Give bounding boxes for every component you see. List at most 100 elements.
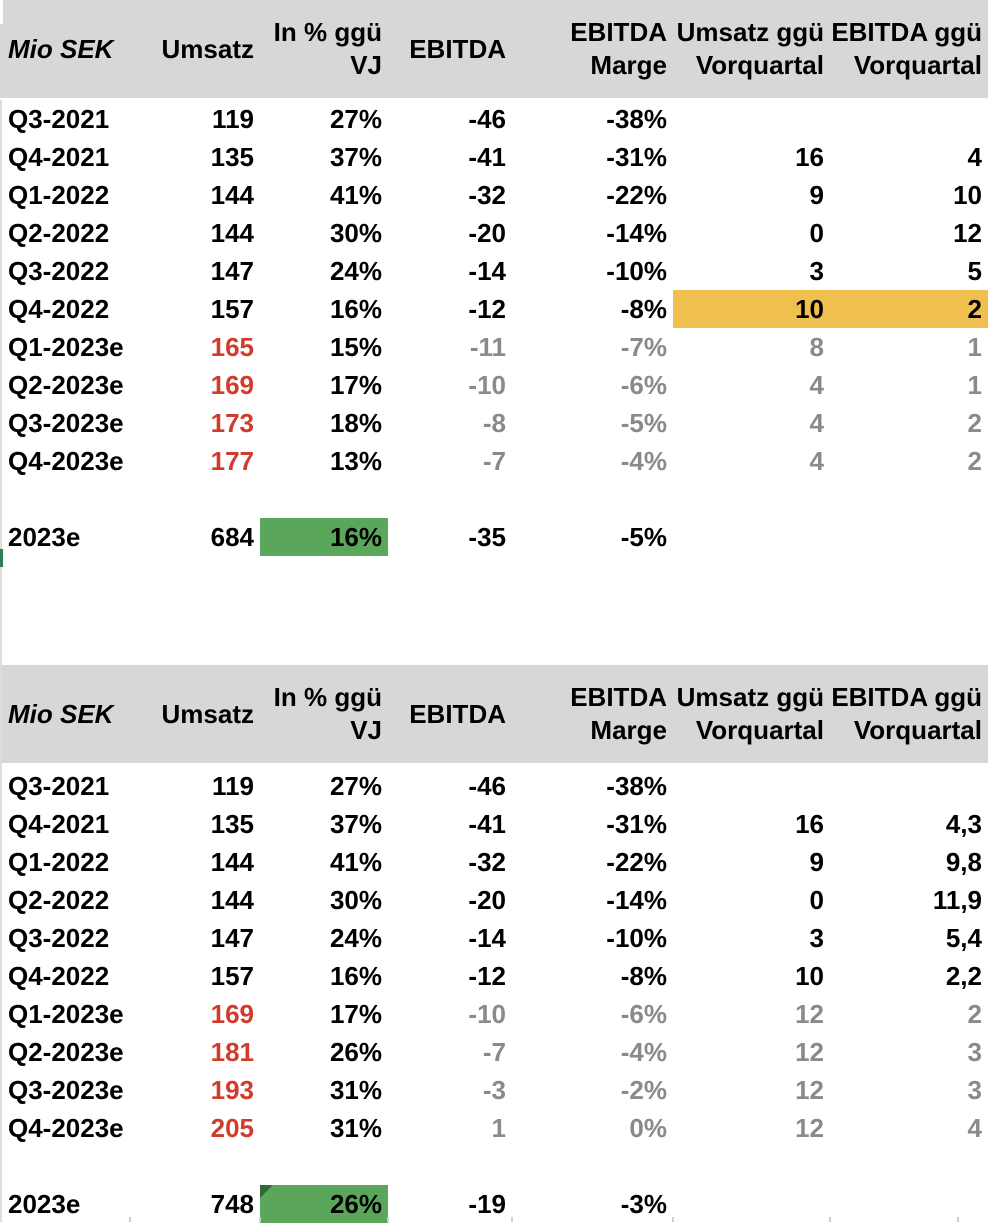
cell-q4-2021-period[interactable]: Q4-2021 xyxy=(8,142,110,172)
cell-q4-2021-pct_vj[interactable]: 37% xyxy=(329,809,382,839)
cell-q1-2023e-umsatz[interactable]: 169 xyxy=(210,999,254,1029)
cell-q2-2022-period[interactable]: Q2-2022 xyxy=(8,218,110,248)
cell-q4-2021-period[interactable]: Q4-2021 xyxy=(8,809,110,839)
column-header-umsatz[interactable]: Umsatz xyxy=(161,698,254,729)
cell-q2-2023e-ebitda_vq[interactable]: 1 xyxy=(967,370,982,400)
cell-q4-2023e-ebitda[interactable]: -7 xyxy=(482,446,506,476)
cell-total-2023e-umsatz_vq[interactable] xyxy=(673,518,830,556)
cell-q4-2023e-period[interactable]: Q4-2023e xyxy=(8,1113,124,1143)
cell-q3-2022-ebitda[interactable]: -14 xyxy=(468,923,506,953)
cell-q2-2022-umsatz_vq[interactable]: 0 xyxy=(809,885,824,915)
cell-q2-2023e-period[interactable]: Q2-2023e xyxy=(8,370,124,400)
cell-q3-2021-pct_vj[interactable]: 27% xyxy=(329,104,382,134)
cell-q4-2022-ebitda[interactable]: -12 xyxy=(468,961,506,991)
cell-q3-2021-ebitda[interactable]: -46 xyxy=(468,104,506,134)
cell-q4-2023e-umsatz[interactable]: 177 xyxy=(210,446,254,476)
cell-total-2023e-ebitda[interactable]: -35 xyxy=(468,522,506,552)
column-header-ebitda_marge[interactable]: EBITDA Marge xyxy=(570,682,667,745)
cell-total-2023e-ebitda_vq[interactable] xyxy=(830,518,988,556)
cell-q1-2022-pct_vj[interactable]: 41% xyxy=(329,847,382,877)
cell-q2-2023e-ebitda_marge[interactable]: -4% xyxy=(620,1037,667,1067)
cell-q2-2022-ebitda[interactable]: -20 xyxy=(468,218,506,248)
cell-q2-2022-umsatz[interactable]: 144 xyxy=(210,218,254,248)
cell-q4-2023e-pct_vj[interactable]: 13% xyxy=(329,446,382,476)
cell-q3-2022-period[interactable]: Q3-2022 xyxy=(8,256,110,286)
cell-q4-2023e-umsatz_vq[interactable]: 4 xyxy=(809,446,824,476)
cell-q3-2023e-ebitda_vq[interactable]: 2 xyxy=(967,408,982,438)
cell-q4-2021-umsatz[interactable]: 135 xyxy=(210,142,254,172)
cell-q3-2022-umsatz_vq[interactable]: 3 xyxy=(809,256,824,286)
cell-q4-2021-ebitda_marge[interactable]: -31% xyxy=(606,809,667,839)
cell-q2-2022-umsatz_vq[interactable]: 0 xyxy=(809,218,824,248)
cell-q4-2022-umsatz[interactable]: 157 xyxy=(210,961,254,991)
cell-q1-2022-umsatz[interactable]: 144 xyxy=(210,180,254,210)
cell-q1-2023e-ebitda_marge[interactable]: -7% xyxy=(620,332,667,362)
cell-q4-2023e-ebitda[interactable]: 1 xyxy=(491,1113,506,1143)
cell-q2-2023e-ebitda_marge[interactable]: -6% xyxy=(620,370,667,400)
cell-q1-2023e-ebitda[interactable]: -10 xyxy=(468,999,506,1029)
cell-q1-2022-ebitda[interactable]: -32 xyxy=(468,180,506,210)
cell-q2-2022-pct_vj[interactable]: 30% xyxy=(329,218,382,248)
cell-q2-2023e-umsatz_vq[interactable]: 4 xyxy=(809,370,824,400)
cell-q4-2021-ebitda_marge[interactable]: -31% xyxy=(606,142,667,172)
cell-q4-2023e-umsatz[interactable]: 205 xyxy=(210,1113,254,1143)
cell-q2-2022-pct_vj[interactable]: 30% xyxy=(329,885,382,915)
cell-q3-2023e-umsatz_vq[interactable]: 12 xyxy=(795,1075,824,1105)
cell-q2-2023e-pct_vj[interactable]: 17% xyxy=(329,370,382,400)
cell-total-2023e-umsatz_vq[interactable] xyxy=(673,1185,830,1223)
cell-q4-2023e-ebitda_vq[interactable]: 4 xyxy=(967,1113,982,1143)
cell-q3-2021-ebitda_vq[interactable] xyxy=(830,767,988,805)
cell-q2-2023e-umsatz[interactable]: 181 xyxy=(210,1037,254,1067)
cell-total-2023e-period[interactable]: 2023e xyxy=(8,522,81,552)
cell-q2-2022-ebitda_vq[interactable]: 11,9 xyxy=(932,885,982,915)
cell-q2-2023e-pct_vj[interactable]: 26% xyxy=(329,1037,382,1067)
cell-total-2023e-ebitda[interactable]: -19 xyxy=(468,1189,506,1219)
cell-q4-2022-umsatz[interactable]: 157 xyxy=(210,294,254,324)
cell-q1-2022-umsatz_vq[interactable]: 9 xyxy=(809,847,824,877)
cell-q1-2022-ebitda_marge[interactable]: -22% xyxy=(606,847,667,877)
cell-q2-2023e-umsatz[interactable]: 169 xyxy=(210,370,254,400)
cell-q3-2023e-ebitda[interactable]: -3 xyxy=(482,1075,506,1105)
column-header-umsatz[interactable]: Umsatz xyxy=(161,33,254,64)
column-header-ebitda[interactable]: EBITDA xyxy=(409,33,506,64)
cell-q3-2023e-umsatz_vq[interactable]: 4 xyxy=(809,408,824,438)
cell-total-2023e-pct_vj[interactable]: 26% xyxy=(260,1185,388,1223)
cell-q2-2022-ebitda_marge[interactable]: -14% xyxy=(606,218,667,248)
cell-q3-2023e-umsatz[interactable]: 193 xyxy=(210,1075,254,1105)
cell-q3-2021-pct_vj[interactable]: 27% xyxy=(329,771,382,801)
column-header-ebitda_vq[interactable]: EBITDA ggü Vorquartal xyxy=(831,17,982,80)
cell-q4-2021-umsatz_vq[interactable]: 16 xyxy=(795,142,824,172)
cell-q2-2022-ebitda_marge[interactable]: -14% xyxy=(606,885,667,915)
cell-q4-2023e-pct_vj[interactable]: 31% xyxy=(329,1113,382,1143)
cell-q3-2022-umsatz[interactable]: 147 xyxy=(210,923,254,953)
cell-q3-2021-umsatz[interactable]: 119 xyxy=(212,104,254,134)
cell-q3-2022-umsatz[interactable]: 147 xyxy=(210,256,254,286)
column-header-ebitda_vq[interactable]: EBITDA ggü Vorquartal xyxy=(831,682,982,745)
cell-q2-2023e-ebitda_vq[interactable]: 3 xyxy=(967,1037,982,1067)
cell-q3-2023e-pct_vj[interactable]: 31% xyxy=(329,1075,382,1105)
cell-q1-2022-ebitda_vq[interactable]: 10 xyxy=(953,180,982,210)
cell-q3-2023e-ebitda[interactable]: -8 xyxy=(482,408,506,438)
column-header-ebitda[interactable]: EBITDA xyxy=(409,698,506,729)
cell-q1-2023e-pct_vj[interactable]: 15% xyxy=(329,332,382,362)
cell-q3-2023e-period[interactable]: Q3-2023e xyxy=(8,1075,124,1105)
cell-q2-2022-period[interactable]: Q2-2022 xyxy=(8,885,110,915)
cell-total-2023e-period[interactable]: 2023e xyxy=(8,1189,81,1219)
cell-q1-2023e-ebitda_vq[interactable]: 2 xyxy=(967,999,982,1029)
cell-q1-2023e-period[interactable]: Q1-2023e xyxy=(8,999,124,1029)
cell-q3-2023e-ebitda_vq[interactable]: 3 xyxy=(967,1075,982,1105)
cell-q1-2022-ebitda_vq[interactable]: 9,8 xyxy=(945,847,982,877)
cell-q2-2023e-ebitda[interactable]: -7 xyxy=(482,1037,506,1067)
cell-q3-2022-ebitda[interactable]: -14 xyxy=(468,256,506,286)
cell-q4-2023e-umsatz_vq[interactable]: 12 xyxy=(795,1113,824,1143)
column-header-pct_vj[interactable]: In % ggü VJ xyxy=(273,682,382,745)
cell-q1-2023e-ebitda_vq[interactable]: 1 xyxy=(967,332,982,362)
cell-q3-2021-umsatz[interactable]: 119 xyxy=(212,771,254,801)
cell-q1-2023e-umsatz_vq[interactable]: 8 xyxy=(809,332,824,362)
cell-q1-2022-period[interactable]: Q1-2022 xyxy=(8,180,110,210)
cell-total-2023e-pct_vj[interactable]: 16% xyxy=(260,518,388,556)
cell-q3-2023e-ebitda_marge[interactable]: -2% xyxy=(620,1075,667,1105)
column-header-umsatz_vq[interactable]: Umsatz ggü Vorquartal xyxy=(676,17,824,80)
cell-q4-2021-ebitda_vq[interactable]: 4 xyxy=(967,142,982,172)
cell-q3-2021-ebitda_marge[interactable]: -38% xyxy=(606,104,667,134)
